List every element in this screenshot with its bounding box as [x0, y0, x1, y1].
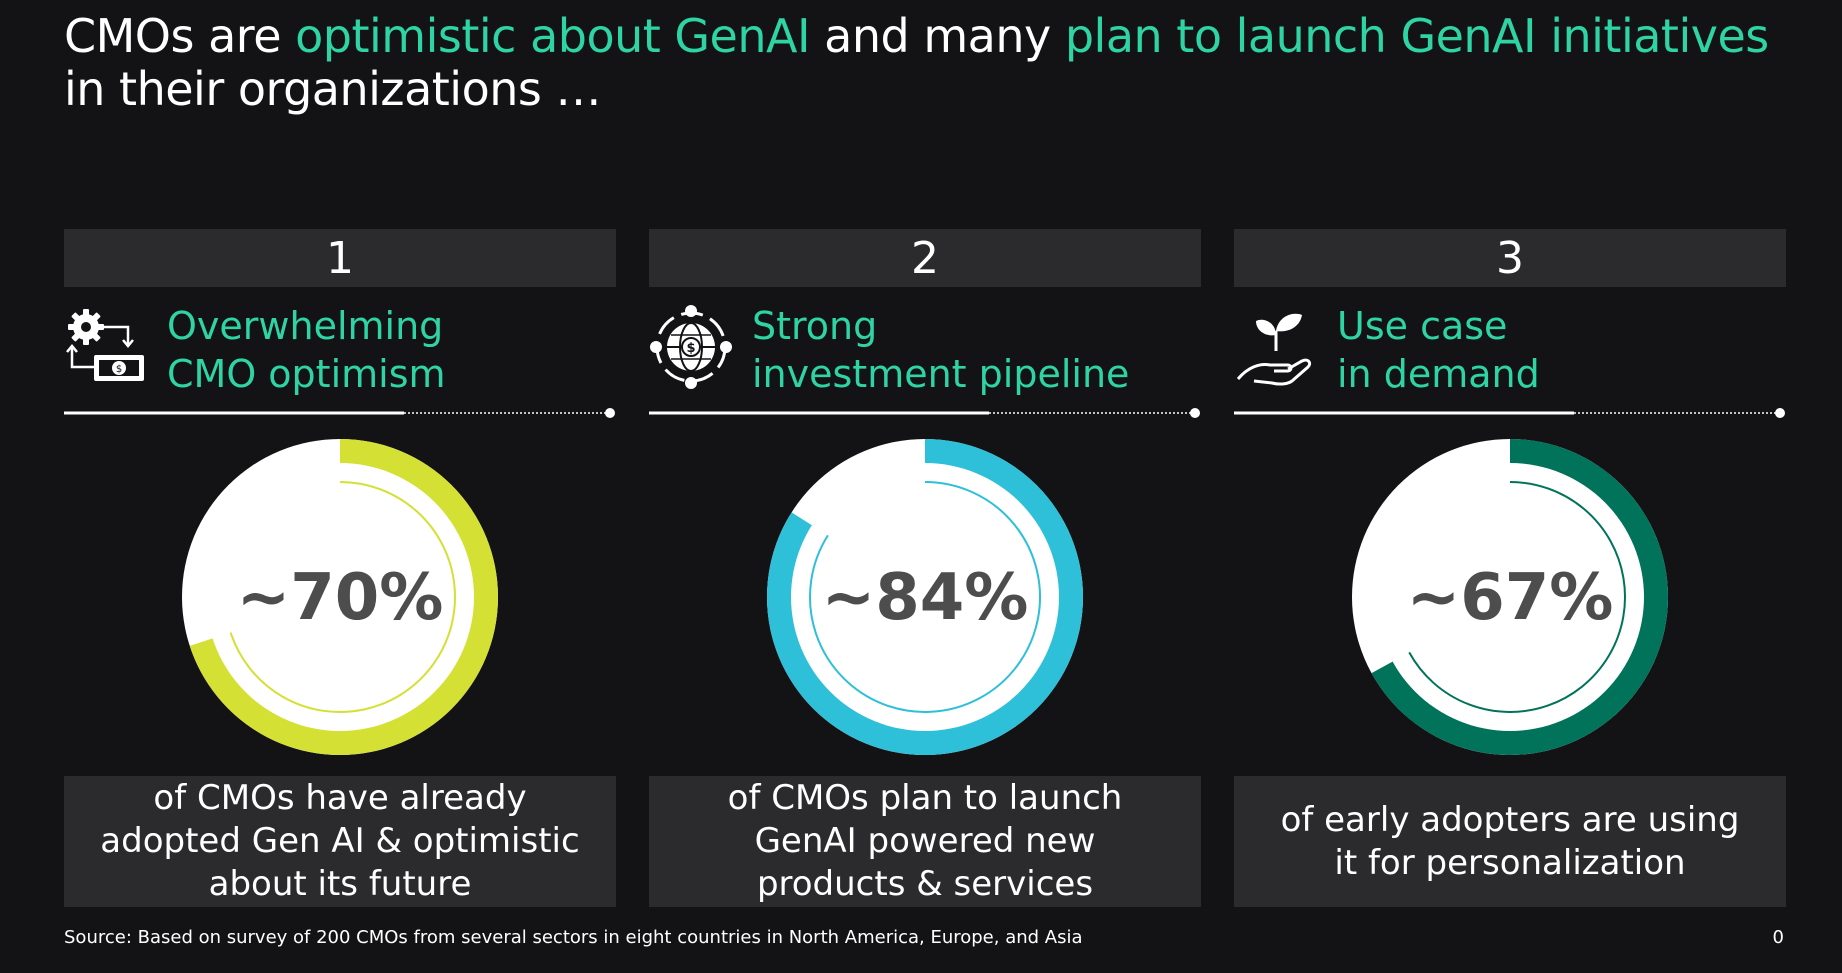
- column-number-header: 1: [64, 229, 616, 287]
- title-text-2: and many: [810, 9, 1065, 63]
- donut-inner-arc: [229, 481, 456, 713]
- heading-line-2: investment pipeline: [752, 352, 1130, 396]
- section-divider: [64, 408, 615, 418]
- stat-description: of early adopters are using it for perso…: [1234, 776, 1786, 907]
- hand-sprout-icon: [1236, 313, 1312, 386]
- percentage-donut-chart: ~70%: [182, 439, 498, 755]
- title-highlight-1: optimistic about GenAI: [295, 9, 811, 63]
- percentage-donut-chart: ~67%: [1352, 439, 1668, 755]
- percentage-value: ~67%: [1407, 561, 1614, 635]
- column-number-header: 3: [1234, 229, 1786, 287]
- heading-line-2: CMO optimism: [167, 352, 446, 396]
- stat-column-2: 2 $ Strong investment pipeline ~84% of C…: [649, 229, 1201, 907]
- column-heading: Use case in demand: [1337, 302, 1786, 398]
- stat-description: of CMOs have already adopted Gen AI & op…: [64, 776, 616, 907]
- donut-inner-arc: [809, 481, 1041, 713]
- stat-column-1: 1 $ Overwhelming CMO optimism: [64, 229, 616, 907]
- global-investment-icon: $: [650, 305, 732, 389]
- percentage-value: ~84%: [822, 561, 1029, 635]
- donut-center: [791, 463, 1059, 731]
- heading-line-2: in demand: [1337, 352, 1540, 396]
- gear-money-icon: $: [66, 309, 144, 381]
- svg-text:$: $: [116, 364, 122, 375]
- percentage-value: ~70%: [237, 561, 444, 635]
- column-heading: Overwhelming CMO optimism: [167, 302, 616, 398]
- svg-text:$: $: [686, 341, 695, 356]
- stat-description: of CMOs plan to launch GenAI powered new…: [649, 776, 1201, 907]
- title-text-3: in their organizations …: [64, 62, 601, 116]
- heading-line-1: Use case: [1337, 304, 1508, 348]
- heading-line-1: Overwhelming: [167, 304, 444, 348]
- donut-center: [1376, 463, 1644, 731]
- section-divider: [649, 408, 1200, 418]
- donut-inner-arc: [1408, 481, 1626, 713]
- title-text-1: CMOs are: [64, 9, 296, 63]
- source-footnote: Source: Based on survey of 200 CMOs from…: [64, 927, 1083, 948]
- page-title: CMOs are optimistic about GenAI and many…: [64, 10, 1804, 116]
- column-heading: Strong investment pipeline: [752, 302, 1201, 398]
- heading-line-1: Strong: [752, 304, 878, 348]
- stat-column-3: 3 Use case in demand ~67% of early adopt…: [1234, 229, 1786, 907]
- page-number: 0: [1772, 927, 1784, 948]
- column-number-header: 2: [649, 229, 1201, 287]
- section-divider: [1234, 408, 1785, 418]
- title-highlight-2: plan to launch GenAI initiatives: [1064, 9, 1769, 63]
- percentage-donut-chart: ~84%: [767, 439, 1083, 755]
- donut-center: [206, 463, 474, 731]
